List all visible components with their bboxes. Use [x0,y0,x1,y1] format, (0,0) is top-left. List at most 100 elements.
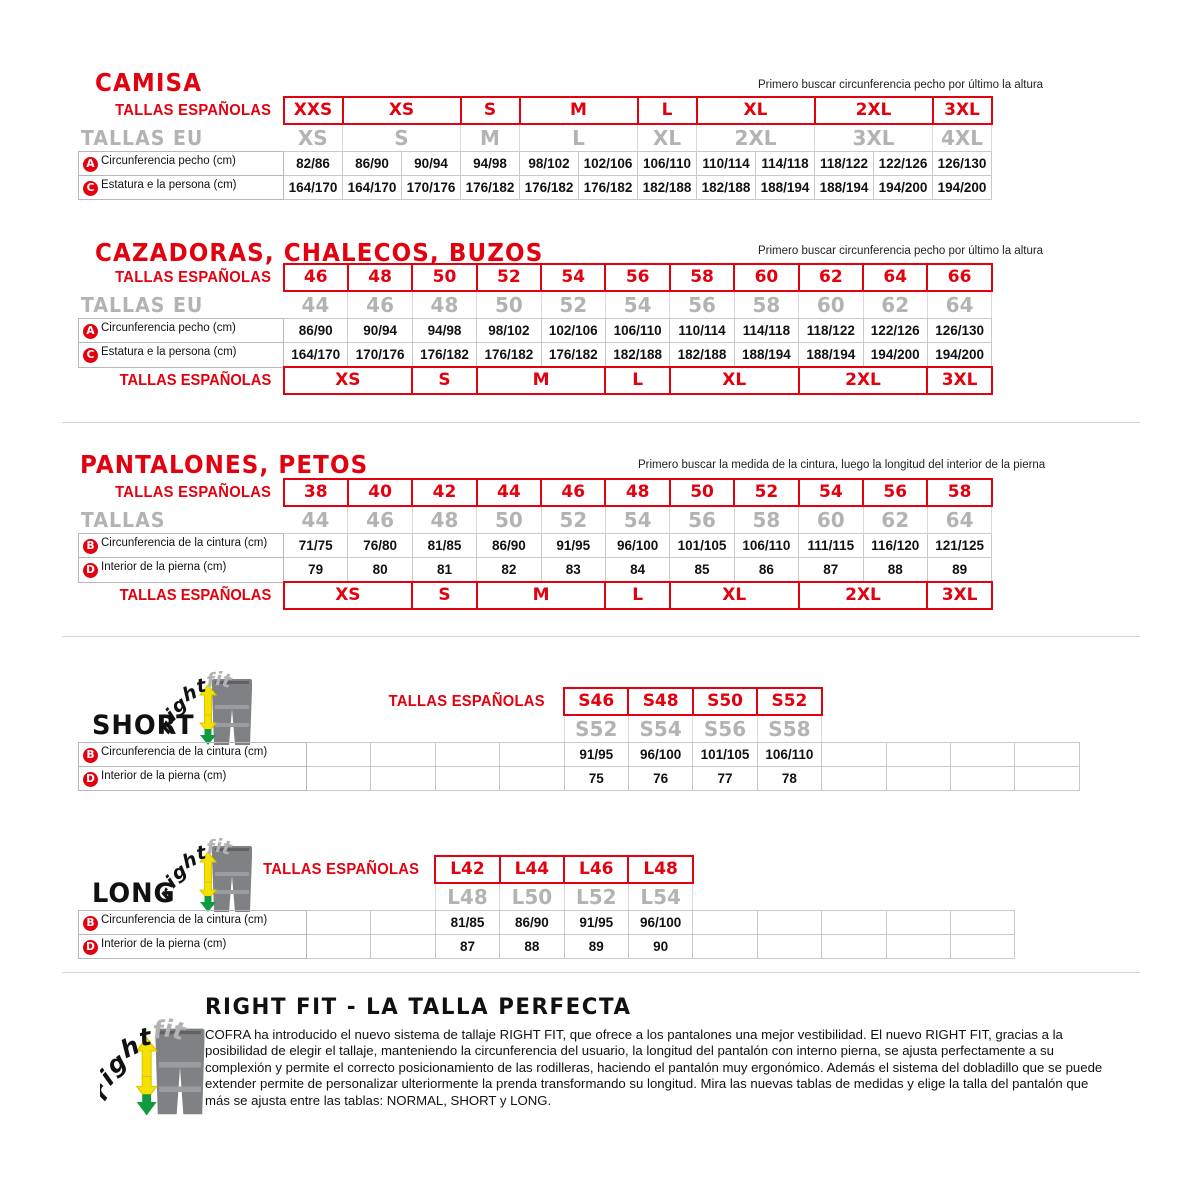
measure-cell[interactable]: 84 [604,557,671,583]
cazadoras-size-summary[interactable]: L [604,366,671,395]
camisa-size-eu[interactable]: 4XL [932,124,992,152]
measure-cell[interactable]: 76/80 [347,533,413,558]
camisa-size-eu[interactable]: L [519,124,638,152]
camisa-size-es[interactable]: 2XL [813,96,934,125]
short-size-eu[interactable]: S56 [692,715,758,743]
camisa-size-es[interactable]: XXS [282,96,344,125]
measure-cell[interactable]: 122/126 [862,318,928,343]
measure-cell[interactable]: 188/194 [733,342,800,368]
measure-cell[interactable]: 126/130 [926,318,993,343]
measure-cell[interactable]: 106/110 [733,533,800,558]
pantalones-size-eu[interactable]: 52 [541,506,606,534]
measure-cell[interactable]: 188/194 [798,342,864,368]
long-size-eu[interactable]: L50 [499,883,565,911]
measure-cell[interactable]: 110/114 [669,318,735,343]
cazadoras-size-eu[interactable]: 50 [476,291,542,319]
short-size-es[interactable]: S46 [563,687,630,716]
long-size-es[interactable]: L48 [627,855,694,884]
measure-cell[interactable]: 182/188 [637,175,697,200]
camisa-size-eu[interactable]: 2XL [696,124,815,152]
measure-cell[interactable]: 121/125 [926,533,993,558]
measure-cell-empty[interactable] [949,910,1016,935]
long-size-eu[interactable]: L54 [628,883,694,911]
cazadoras-size-summary[interactable]: S [411,366,478,395]
measure-cell[interactable]: 111/115 [798,533,864,558]
measure-cell-empty[interactable] [821,934,887,959]
pantalones-size-summary[interactable]: M [475,581,607,610]
cazadoras-size-es[interactable]: 66 [926,263,993,292]
pantalones-size-es[interactable]: 46 [540,478,607,507]
measure-cell-empty[interactable] [305,934,372,959]
measure-cell-empty[interactable] [305,766,372,791]
measure-cell-empty[interactable] [1014,766,1080,791]
measure-cell[interactable]: 102/106 [578,151,638,176]
cazadoras-size-summary[interactable]: XS [282,366,414,395]
measure-cell[interactable]: 75 [563,766,629,791]
measure-cell[interactable]: 182/188 [696,175,756,200]
measure-cell[interactable]: 182/188 [604,342,671,368]
measure-cell-empty[interactable] [370,766,436,791]
measure-cell[interactable]: 116/120 [862,533,928,558]
measure-cell[interactable]: 86/90 [499,910,565,935]
measure-cell[interactable]: 118/122 [798,318,864,343]
measure-cell[interactable]: 94/98 [460,151,520,176]
camisa-size-es[interactable]: 3XL [931,96,993,125]
pantalones-size-es[interactable]: 52 [733,478,800,507]
measure-cell-empty[interactable] [821,742,887,767]
pantalones-size-es[interactable]: 38 [282,478,349,507]
measure-cell[interactable]: 79 [282,557,349,583]
measure-cell[interactable]: 194/200 [862,342,928,368]
camisa-size-es[interactable]: S [459,96,521,125]
measure-cell-empty[interactable] [370,742,436,767]
camisa-size-eu[interactable]: M [460,124,520,152]
measure-cell[interactable]: 176/182 [460,175,520,200]
pantalones-size-es[interactable]: 40 [346,478,414,507]
cazadoras-size-es[interactable]: 58 [668,263,736,292]
measure-cell[interactable]: 122/126 [873,151,933,176]
measure-cell[interactable]: 110/114 [696,151,756,176]
cazadoras-size-eu[interactable]: 48 [412,291,478,319]
camisa-size-eu[interactable]: 3XL [814,124,933,152]
measure-cell[interactable]: 170/176 [347,342,413,368]
cazadoras-size-summary[interactable]: 3XL [926,366,993,395]
measure-cell[interactable]: 83 [540,557,606,583]
measure-cell[interactable]: 98/102 [476,318,542,343]
camisa-size-es[interactable]: XS [341,96,462,125]
measure-cell[interactable]: 106/110 [604,318,671,343]
cazadoras-size-eu[interactable]: 64 [927,291,993,319]
measure-cell[interactable]: 164/170 [342,175,402,200]
cazadoras-size-eu[interactable]: 52 [541,291,606,319]
cazadoras-size-eu[interactable]: 44 [283,291,349,319]
cazadoras-size-eu[interactable]: 62 [863,291,928,319]
measure-cell[interactable]: 164/170 [282,342,349,368]
camisa-size-eu[interactable]: S [342,124,461,152]
measure-cell-empty[interactable] [1014,742,1080,767]
pantalones-size-es[interactable]: 48 [604,478,671,507]
short-size-es[interactable]: S52 [756,687,823,716]
pantalones-size-eu[interactable]: 58 [734,506,800,534]
measure-cell[interactable]: 102/106 [540,318,606,343]
measure-cell[interactable]: 81/85 [434,910,501,935]
short-size-es[interactable]: S48 [627,687,694,716]
measure-cell[interactable]: 81/85 [411,533,478,558]
measure-cell[interactable]: 89 [926,557,993,583]
measure-cell[interactable]: 90/94 [347,318,413,343]
measure-cell[interactable]: 188/194 [755,175,815,200]
measure-cell[interactable]: 86 [733,557,800,583]
measure-cell[interactable]: 101/105 [692,742,758,767]
pantalones-size-summary[interactable]: 2XL [797,581,929,610]
measure-cell[interactable]: 114/118 [755,151,815,176]
measure-cell[interactable]: 164/170 [283,175,343,200]
cazadoras-size-es[interactable]: 62 [797,263,865,292]
pantalones-size-summary[interactable]: L [604,581,671,610]
cazadoras-size-eu[interactable]: 58 [734,291,800,319]
pantalones-size-es[interactable]: 44 [475,478,543,507]
measure-cell-empty[interactable] [885,742,951,767]
measure-cell[interactable]: 96/100 [627,910,694,935]
pantalones-size-eu[interactable]: 62 [863,506,928,534]
measure-cell[interactable]: 91/95 [563,742,629,767]
measure-cell[interactable]: 176/182 [411,342,478,368]
pantalones-size-es[interactable]: 58 [926,478,993,507]
pantalones-size-es[interactable]: 50 [668,478,736,507]
pantalones-size-eu[interactable]: 48 [412,506,478,534]
